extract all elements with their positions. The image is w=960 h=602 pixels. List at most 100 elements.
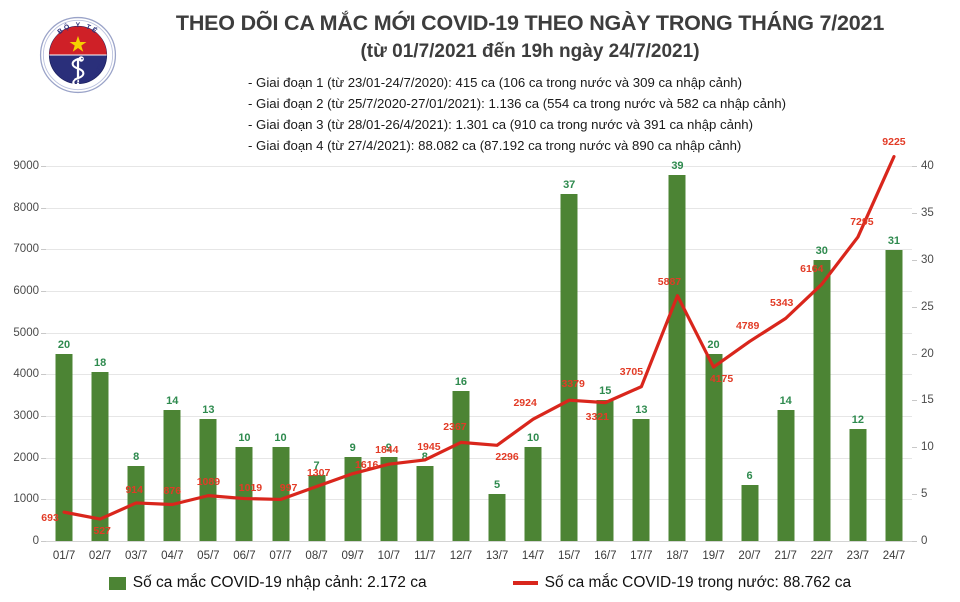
y-tick-mark-right — [912, 494, 917, 496]
y-tick-mark-left — [41, 332, 46, 334]
x-axis: 01/7 02/7 03/7 04/7 05/7 06/7 07/7 08/7 09/7 10/7… — [46, 547, 912, 569]
x-tick-label: 11/7 — [414, 550, 436, 562]
bar — [705, 353, 723, 541]
bar — [272, 447, 290, 541]
legend-label-domestic: Số ca mắc COVID-19 trong nước: 88.762 ca — [544, 574, 852, 591]
line-value-label: 1089 — [196, 475, 221, 488]
x-tick-label: 22/7 — [810, 550, 833, 562]
bar-slot: 9 — [371, 166, 407, 541]
page-subtitle: (từ 01/7/2021 đến 19h ngày 24/7/2021) — [360, 40, 700, 62]
bar-value-label: 13 — [635, 404, 648, 417]
x-tick-label: 15/7 — [558, 550, 581, 562]
y-tick-label-right: 35 — [921, 206, 934, 219]
x-tick-label: 02/7 — [88, 550, 112, 562]
bar-value-label: 16 — [454, 376, 468, 388]
x-tick-label: 21/7 — [774, 550, 797, 562]
chart-header: BỘ Y TẾ MINISTRY OF HEALTH THEO DÕI CA M… — [0, 0, 960, 158]
bar-value-label: 14 — [166, 394, 179, 407]
bar-slot: 10 — [515, 166, 551, 541]
bar-slot: 8 — [407, 166, 443, 541]
bar-slot: 10 — [263, 166, 299, 541]
bar — [668, 175, 686, 541]
line-value-label: 1844 — [375, 444, 399, 457]
bar — [849, 428, 867, 541]
bar-value-label: 39 — [671, 160, 684, 173]
line-value-label: 1307 — [306, 466, 331, 479]
line-value-label: 3321 — [585, 410, 609, 423]
bar — [777, 409, 795, 541]
legend-item-domestic: Số ca mắc COVID-19 trong nước: 88.762 ca — [512, 574, 852, 592]
bar-slot: 10 — [226, 166, 262, 541]
x-tick-label: 14/7 — [521, 550, 545, 562]
bar-value-label: 5 — [493, 479, 501, 492]
y-tick-mark-right — [912, 166, 917, 167]
y-tick-mark-right — [912, 447, 917, 449]
x-tick-label: 16/7 — [594, 550, 617, 562]
x-tick-label: 09/7 — [341, 550, 364, 562]
x-tick-label: 04/7 — [161, 550, 184, 562]
y-tick-label-right: 40 — [921, 160, 934, 172]
y-tick-mark-left — [41, 291, 46, 292]
x-tick-label: 17/7 — [630, 550, 653, 562]
bar — [416, 466, 434, 541]
x-tick-label: 13/7 — [485, 550, 509, 562]
line-value-label: 1019 — [238, 481, 263, 494]
bar — [813, 259, 831, 541]
gridline — [46, 374, 912, 376]
bar — [488, 494, 506, 541]
y-tick-label-right: 0 — [921, 535, 928, 547]
x-tick-label: 24/7 — [882, 550, 906, 562]
bar-slot: 15 — [587, 166, 623, 541]
bar-value-label: 7 — [313, 460, 320, 473]
phase-line-3: - Giai đoạn 3 (từ 28/01-26/4/2021): 1.30… — [248, 116, 754, 132]
x-tick-label: 07/7 — [269, 550, 292, 562]
y-tick-label-right: 15 — [921, 394, 934, 407]
bar-value-label: 8 — [133, 451, 140, 463]
legend-swatch-line-icon — [512, 581, 538, 585]
x-tick-label: 08/7 — [305, 550, 328, 562]
y-tick-mark-right — [912, 212, 917, 214]
bar-slot: 13 — [623, 166, 659, 541]
bar-slot: 18 — [82, 166, 118, 541]
y-tick-mark-left — [41, 374, 46, 376]
y-tick-mark-right — [912, 306, 917, 308]
line-series-domestic-cases — [46, 166, 912, 541]
chart-legend: Số ca mắc COVID-19 nhập cảnh: 2.172 ca S… — [0, 566, 960, 600]
bar-value-label: 9 — [385, 441, 392, 454]
title-block: THEO DÕI CA MẮC MỚI COVID-19 THEO NGÀY T… — [120, 10, 940, 65]
line-value-label: 693 — [41, 512, 59, 525]
bar-slot: 9 — [335, 166, 371, 541]
bar — [560, 194, 578, 541]
bar-series-imported-cases: 20 18 8 14 13 10 10 7 9 9 8 16 5 10 37 15 13 39 20 6 14 30 12 3… — [46, 160, 912, 541]
bar-value-label: 31 — [887, 235, 901, 248]
y-tick-label-left: 3000 — [13, 410, 39, 422]
y-tick-label-right: 25 — [921, 300, 934, 313]
line-value-label: 5343 — [770, 297, 794, 310]
bar-slot: 20 — [46, 166, 82, 541]
legend-item-imported: Số ca mắc COVID-19 nhập cảnh: 2.172 ca — [108, 574, 427, 592]
bar-value-label: 18 — [93, 357, 107, 370]
bar-value-label: 13 — [202, 404, 215, 417]
bar-slot: 5 — [479, 166, 515, 541]
y-tick-mark-left — [41, 416, 46, 417]
bar-slot: 37 — [551, 166, 587, 541]
line-value-label: 5887 — [657, 275, 682, 288]
x-tick-label: 10/7 — [377, 550, 400, 562]
line-value-label: 3705 — [619, 365, 644, 378]
bar — [308, 475, 326, 541]
bar — [55, 353, 73, 541]
y-tick-label-left: 5000 — [13, 326, 39, 339]
phase-line-4: - Giai đoạn 4 (từ 27/4/2021): 88.082 ca … — [248, 137, 742, 153]
x-tick-label: 19/7 — [702, 550, 725, 562]
line-value-label: 997 — [279, 482, 298, 495]
y-tick-mark-left — [41, 207, 46, 209]
x-tick-label: 23/7 — [846, 550, 870, 562]
x-tick-label: 01/7 — [52, 550, 76, 562]
bar — [199, 419, 217, 541]
bar-value-label: 20 — [57, 338, 71, 351]
bar — [452, 391, 470, 541]
bar — [524, 447, 542, 541]
bar-slot: 12 — [840, 166, 876, 541]
line-value-label: 4175 — [709, 373, 734, 386]
